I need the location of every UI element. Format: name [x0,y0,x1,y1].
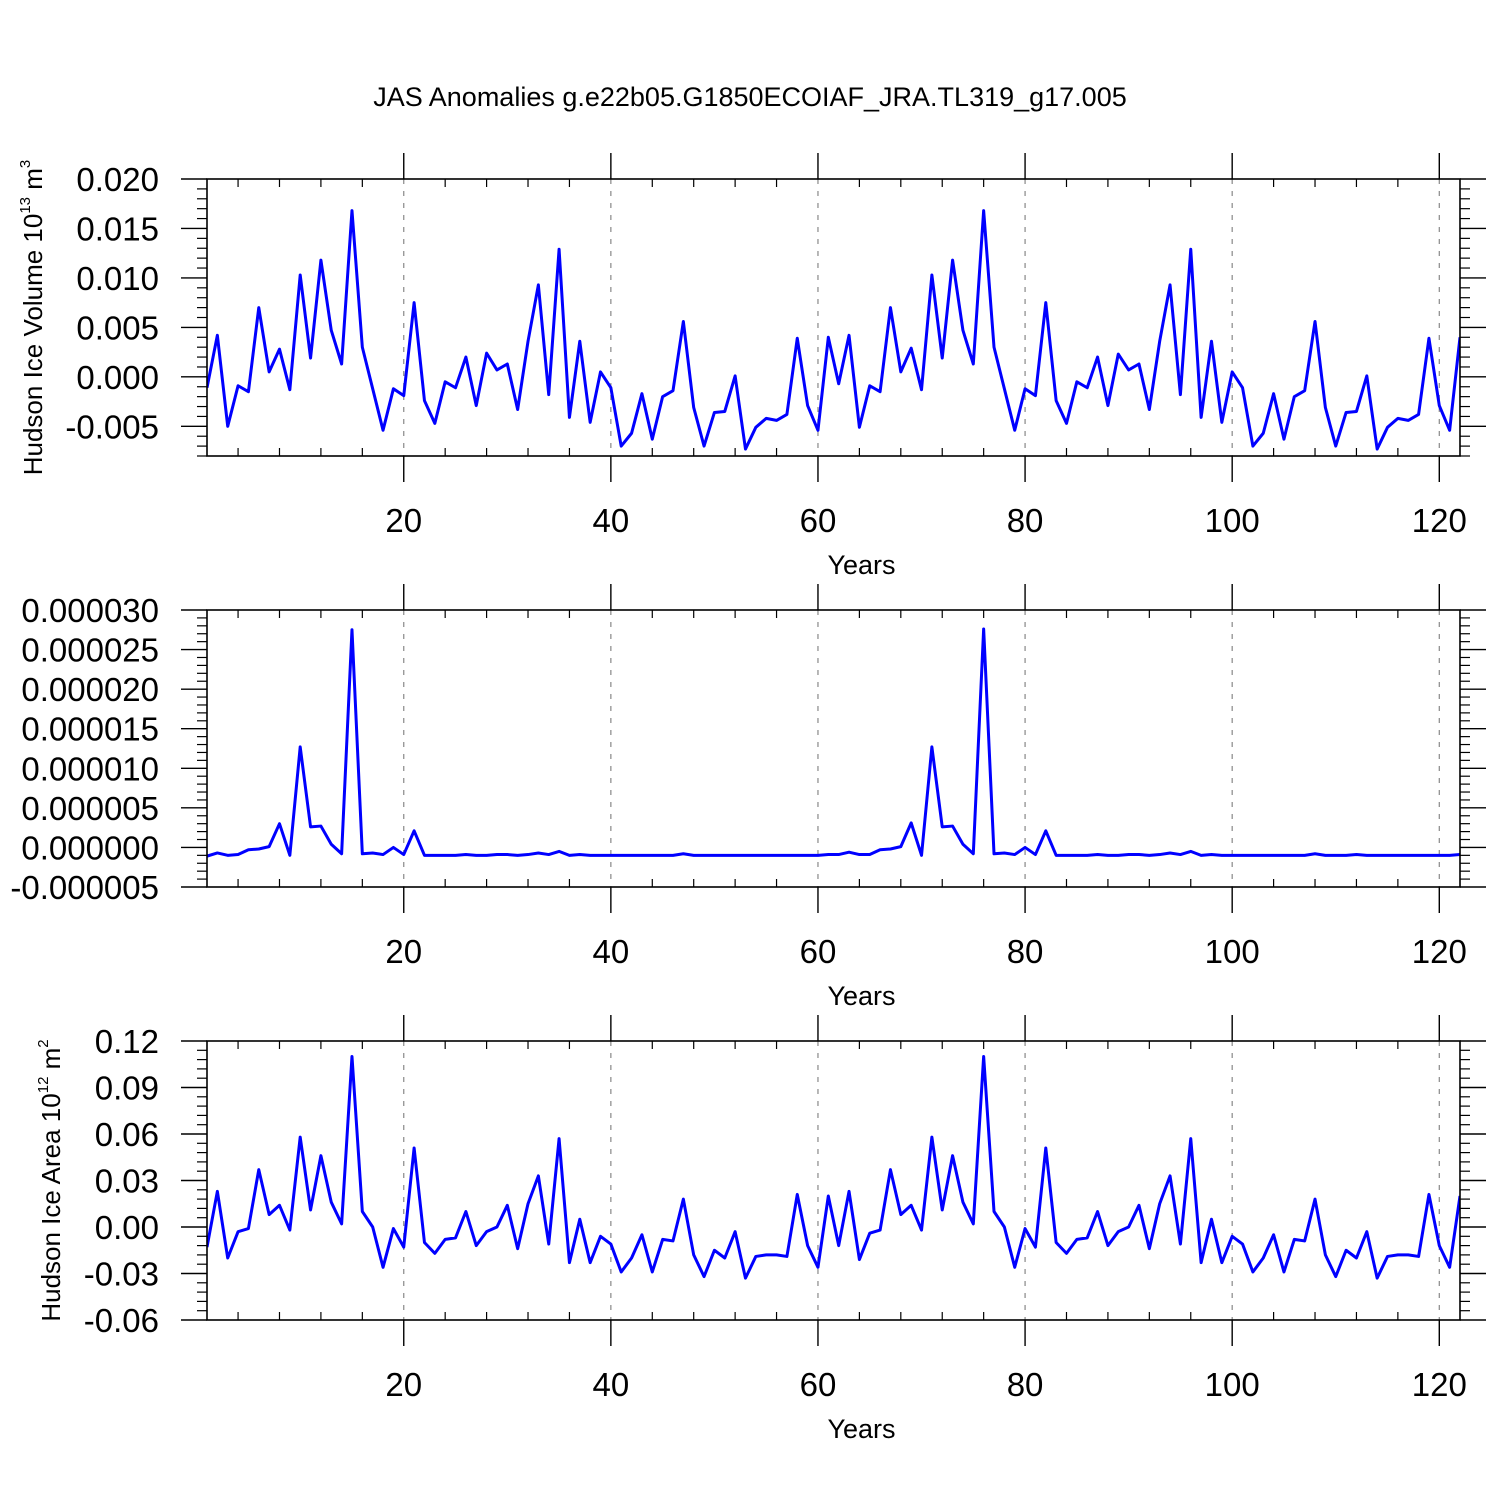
y-tick-label: 0.015 [76,210,159,247]
y-tick-label: 0.020 [76,161,159,198]
x-tick-label: 120 [1412,933,1467,970]
x-axis-label: Years [827,981,895,1011]
y-axis-label-unit-exponent: 3 [17,160,34,168]
y-tick-label: 0.000025 [21,632,159,669]
y-axis-label-unit: m [36,1048,66,1077]
y-axis-label-unit-exponent: 2 [35,1039,52,1047]
y-tick-label: 0.000 [76,359,159,396]
x-axis-label: Years [827,1414,895,1444]
y-tick-label: -0.005 [65,408,159,445]
y-tick-label: 0.00 [95,1209,159,1246]
plot-frame [206,609,1461,888]
series-line [207,1055,1460,1280]
x-tick-label: 60 [800,502,837,539]
x-tick-label: 60 [800,933,837,970]
y-tick-label: 0.09 [95,1070,159,1107]
y-tick-label: 0.000020 [21,671,159,708]
chart-panel-3: 20 40 60 80 100 120 0.12 0.09 0.06 0.03 0.00 -0.03 -… [35,1015,1486,1444]
y-tick-label: 0.000005 [21,790,159,827]
series-line [207,209,1460,451]
y-tick-label: 0.03 [95,1163,159,1200]
panels-group: 20 40 60 80 100 120 0.020 0.015 0.010 0.005 0.000 -… [10,153,1486,1444]
y-axis-label-text: Hudson Ice Area 10 [36,1093,66,1321]
y-axis-label: Hudson Ice Area 1012 m2 [35,1039,66,1321]
y-tick-label: -0.03 [84,1256,159,1293]
x-tick-label: 40 [593,1366,630,1403]
y-tick-label: 0.000015 [21,711,159,748]
x-tick-label: 120 [1412,1366,1467,1403]
x-tick-label: 40 [593,502,630,539]
y-axis-label-unit: m [18,168,48,197]
y-tick-label: 0.000000 [21,829,159,866]
y-axis-label-exponent: 13 [17,197,34,214]
y-axis-label: Hudson Ice Volume 1013 m3 [17,160,48,476]
x-tick-label: 80 [1007,502,1044,539]
main-title: JAS Anomalies g.e22b05.G1850ECOIAF_JRA.T… [373,82,1126,112]
x-tick-label: 80 [1007,933,1044,970]
plot-frame [206,1040,1461,1321]
x-tick-label: 100 [1205,1366,1260,1403]
y-axis-label-text: Hudson Ice Volume 10 [18,214,48,476]
x-tick-label: 20 [385,933,422,970]
y-tick-label: 0.000030 [21,592,159,629]
x-tick-label: 80 [1007,1366,1044,1403]
x-tick-label: 20 [385,502,422,539]
x-tick-label: 100 [1205,933,1260,970]
chart-panel-2: 20 40 60 80 100 1200.0000300.0000250.0000200.… [10,584,1486,1011]
x-tick-label: 60 [800,1366,837,1403]
y-tick-label: 0.12 [95,1023,159,1060]
x-axis-label: Years [827,550,895,580]
y-tick-label: -0.06 [84,1302,159,1339]
y-tick-label: 0.005 [76,309,159,346]
x-tick-label: 40 [593,933,630,970]
x-tick-label: 120 [1412,502,1467,539]
chart-panel-1: 20 40 60 80 100 120 0.020 0.015 0.010 0.005 0.000 -… [17,153,1486,580]
x-tick-label: 20 [385,1366,422,1403]
y-tick-label: 0.010 [76,260,159,297]
y-tick-label: 0.06 [95,1116,159,1153]
plot-frame [206,178,1461,457]
y-tick-label: 0.000010 [21,750,159,787]
y-tick-label: -0.000005 [10,869,159,906]
x-tick-label: 100 [1205,502,1260,539]
series-line [207,627,1460,858]
y-axis-label-exponent: 12 [35,1077,52,1094]
